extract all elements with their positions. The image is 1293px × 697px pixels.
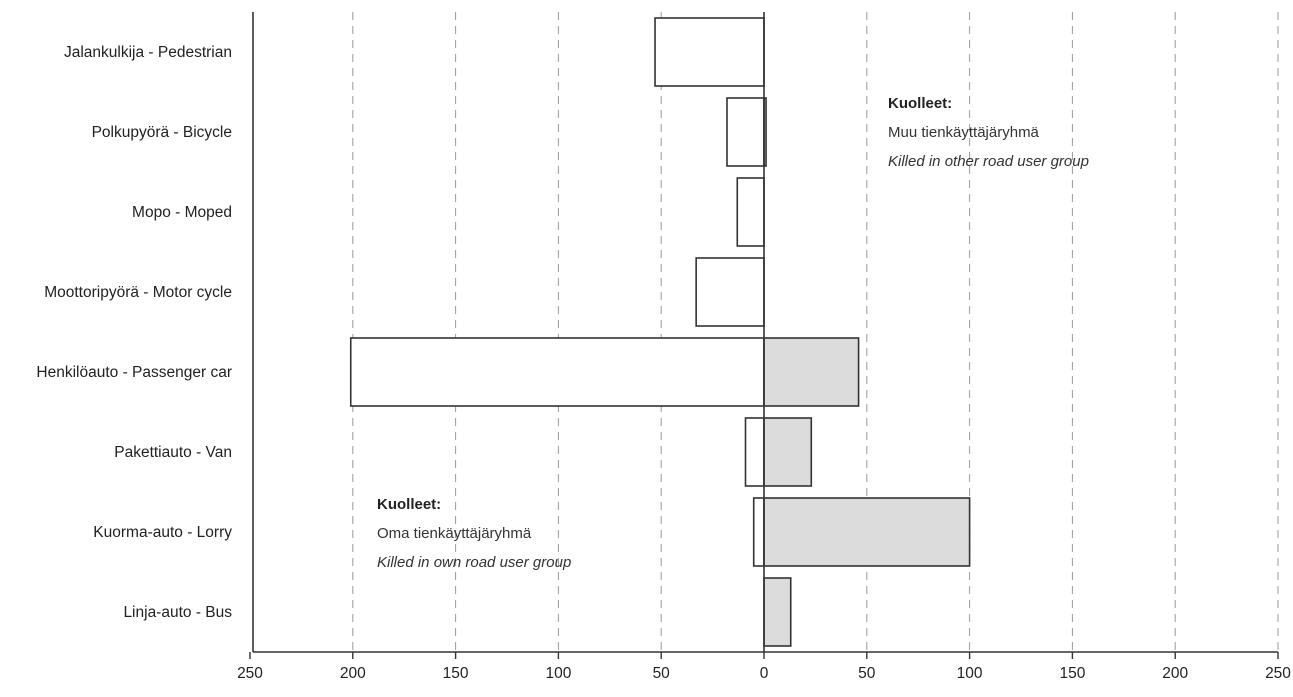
- bar-own-group: [744, 417, 765, 487]
- category-label: Polkupyörä - Bicycle: [92, 124, 232, 141]
- x-tick-label: 50: [858, 665, 876, 682]
- x-tick-label: 250: [237, 665, 263, 682]
- x-tick-label: 200: [1162, 665, 1188, 682]
- bar-own-group: [695, 257, 765, 327]
- annotation-right-title: Kuolleet:: [888, 95, 952, 112]
- bar-own-group: [736, 177, 765, 247]
- axes: [249, 12, 1279, 659]
- annotation-right: Kuolleet: Muu tienkäyttäjäryhmä Killed i…: [888, 95, 1089, 170]
- bar-other-group: [763, 577, 792, 647]
- annotation-right-line2: Killed in other road user group: [888, 153, 1089, 170]
- category-label: Jalankulkija - Pedestrian: [64, 44, 232, 61]
- bar-other-group: [763, 417, 813, 487]
- bar-own-group: [349, 337, 765, 407]
- annotation-left-line2: Killed in own road user group: [377, 554, 571, 571]
- bar-own-group: [752, 497, 765, 567]
- tick-labels: 250 200 150 100 50 0 50 100 150 200 250: [237, 665, 1291, 682]
- category-label: Kuorma-auto - Lorry: [93, 524, 232, 541]
- category-label: Moottoripyörä - Motor cycle: [44, 284, 232, 301]
- bar-own-group: [654, 17, 765, 87]
- x-tick-label: 100: [957, 665, 983, 682]
- x-tick-label: 50: [653, 665, 671, 682]
- x-tick-label: 0: [760, 665, 769, 682]
- bar-other-group: [763, 337, 860, 407]
- x-tick-label: 100: [545, 665, 571, 682]
- bars: [349, 17, 971, 647]
- category-label: Linja-auto - Bus: [123, 604, 232, 621]
- x-tick-label: 150: [1059, 665, 1085, 682]
- annotation-left: Kuolleet: Oma tienkäyttäjäryhmä Killed i…: [377, 496, 571, 571]
- annotation-left-title: Kuolleet:: [377, 496, 441, 513]
- category-labels: Jalankulkija - Pedestrian Polkupyörä - Bi…: [36, 44, 232, 621]
- category-label: Henkilöauto - Passenger car: [36, 364, 232, 381]
- annotation-left-line1: Oma tienkäyttäjäryhmä: [377, 525, 532, 542]
- bar-other-group: [763, 497, 971, 567]
- x-tick-label: 150: [443, 665, 469, 682]
- category-label: Pakettiauto - Van: [114, 444, 232, 461]
- x-tick-label: 250: [1265, 665, 1291, 682]
- x-tick-label: 200: [340, 665, 366, 682]
- annotation-right-line1: Muu tienkäyttäjäryhmä: [888, 124, 1040, 141]
- bar-own-group: [726, 97, 765, 167]
- category-label: Mopo - Moped: [132, 204, 232, 221]
